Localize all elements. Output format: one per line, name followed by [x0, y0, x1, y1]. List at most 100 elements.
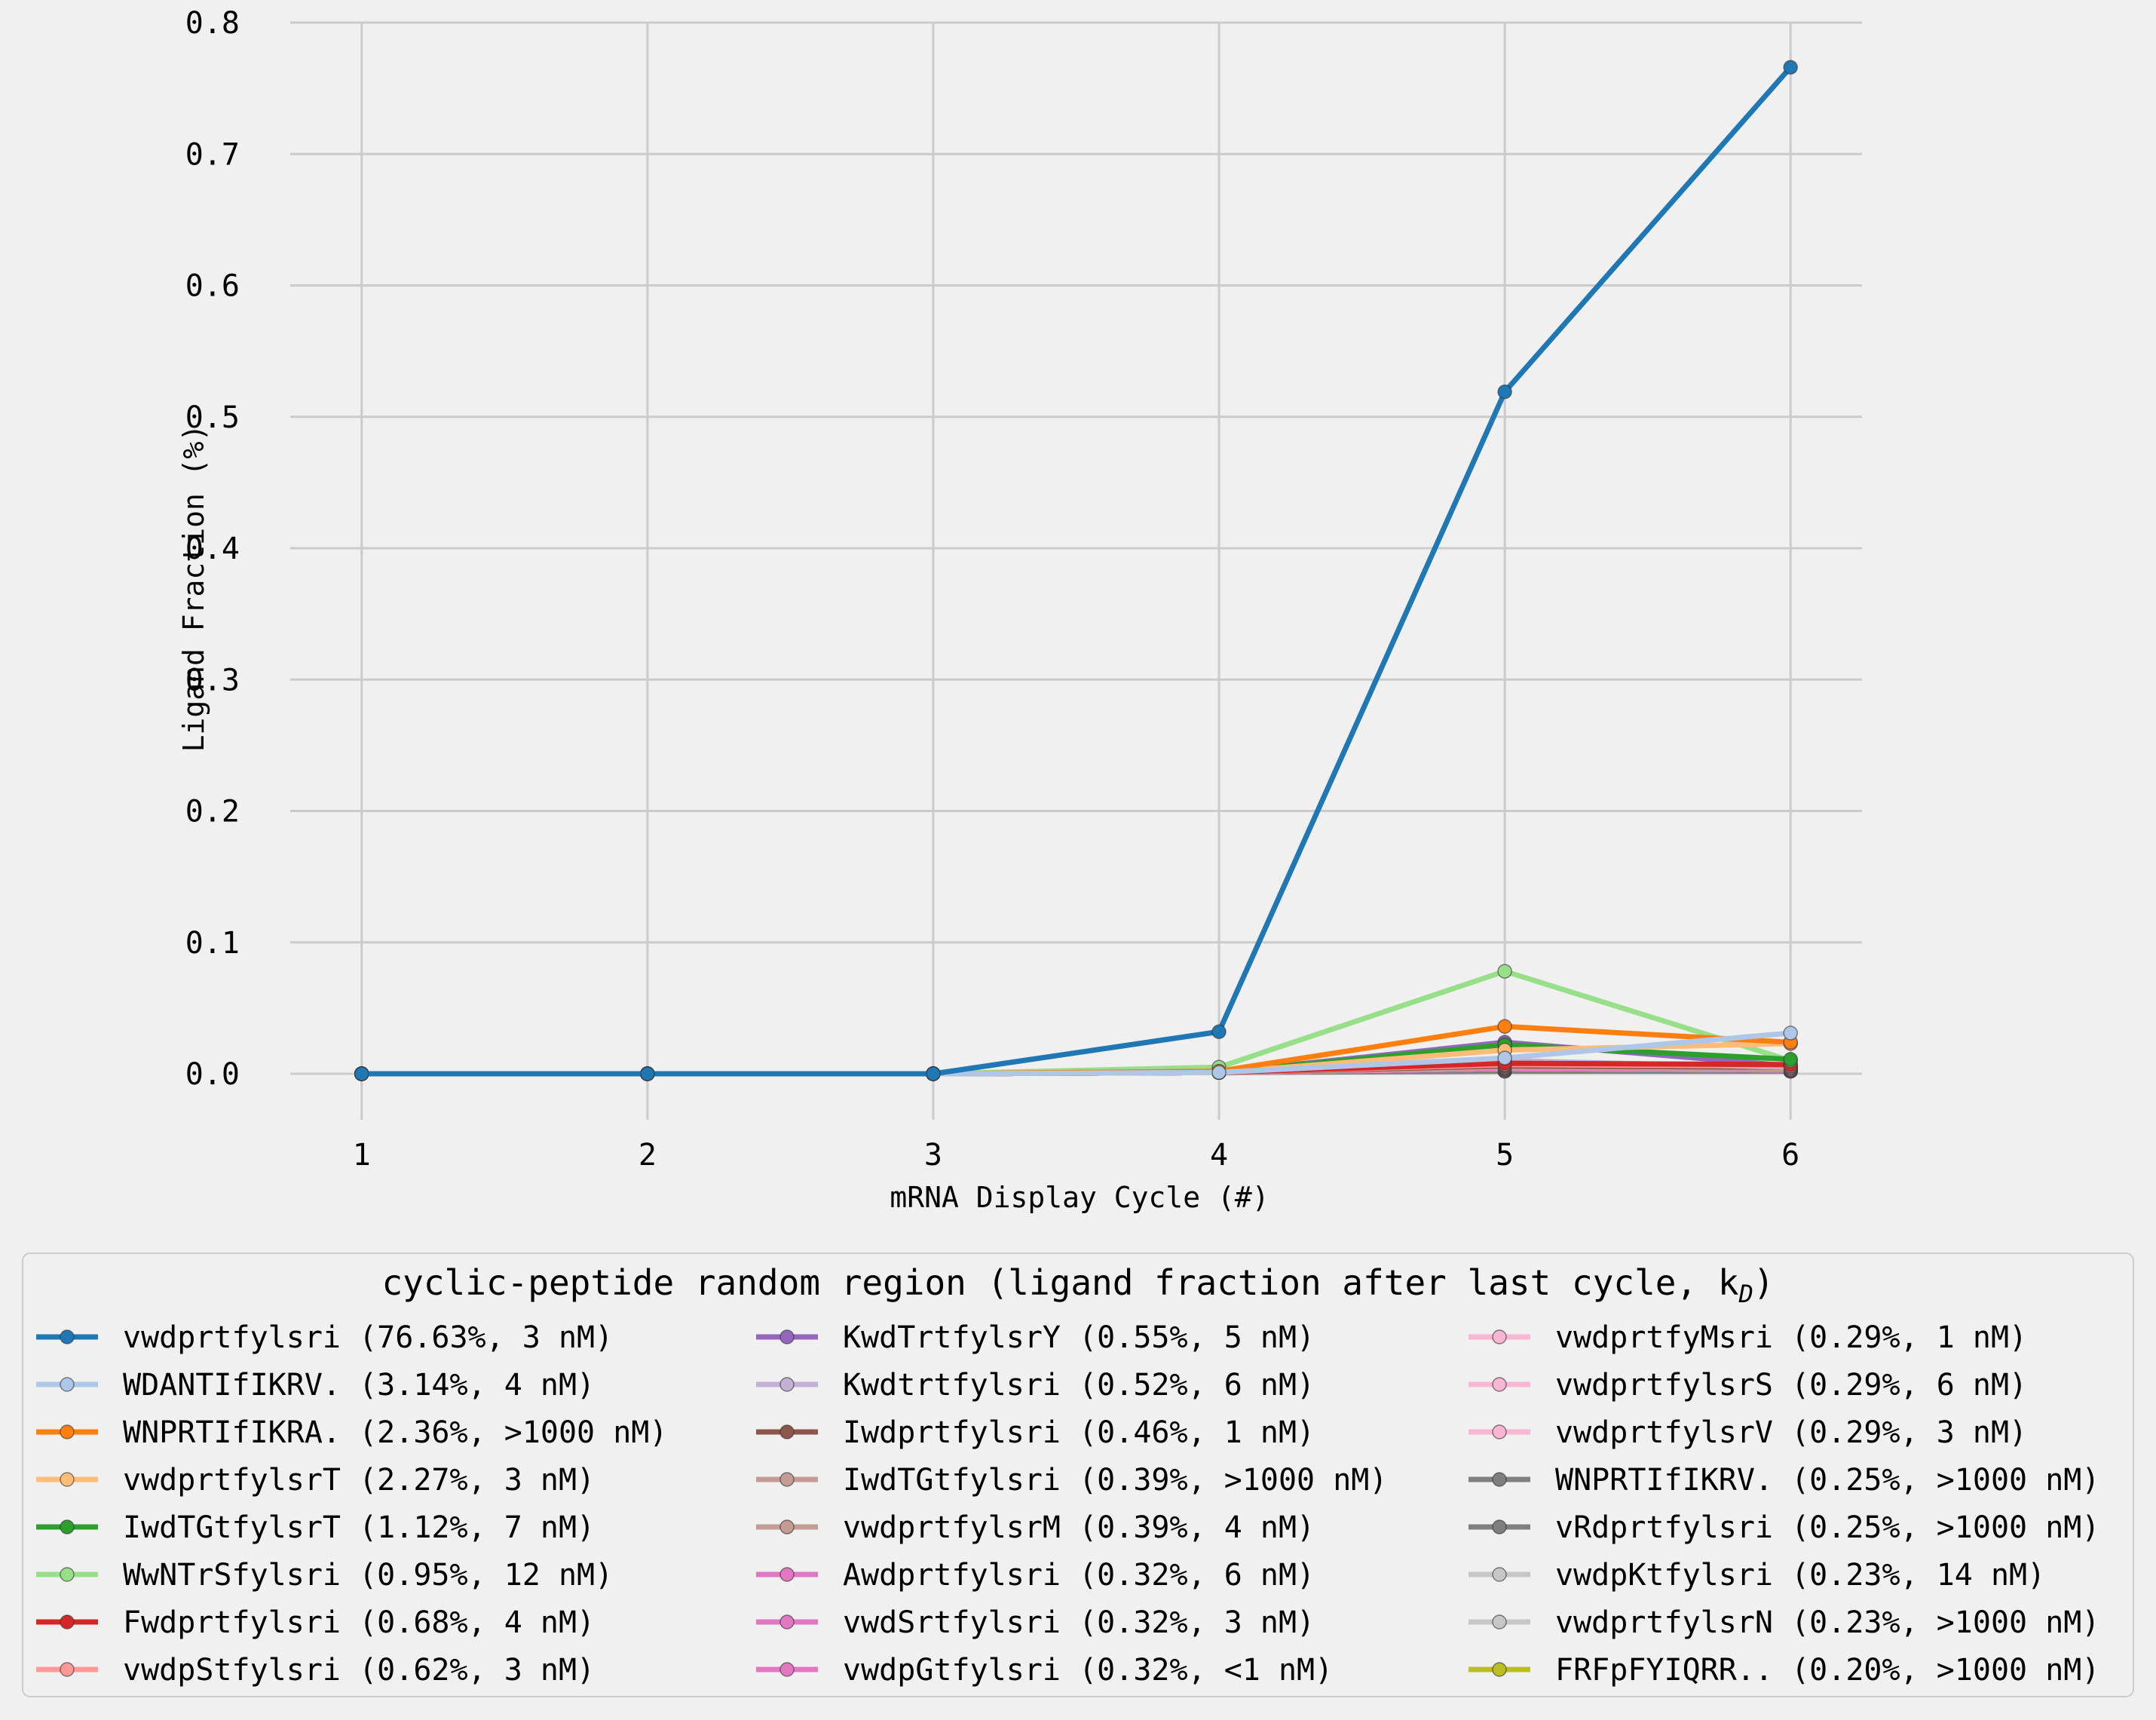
- legend-swatch-marker: [1492, 1519, 1507, 1535]
- legend-item: Fwdprtfylsri (0.68%, 4 nM): [36, 1605, 595, 1640]
- legend-item: IwdTGtfylsrT (1.12%, 7 nM): [36, 1510, 595, 1545]
- y-tick-label: 0.8: [185, 6, 240, 41]
- grid: [290, 21, 1862, 1120]
- legend-swatch-marker: [1492, 1662, 1507, 1677]
- legend-frame: [22, 1252, 2134, 1697]
- legend-label: FRFpFYIQRR.. (0.20%, >1000 nM): [1555, 1653, 2099, 1688]
- data-point: [1211, 1024, 1227, 1040]
- legend-item: Kwdtrtfylsri (0.52%, 6 nM): [756, 1368, 1315, 1403]
- y-tick-label: 0.3: [185, 663, 240, 698]
- legend-swatch-marker: [60, 1519, 75, 1535]
- legend-item: Awdprtfylsri (0.32%, 6 nM): [756, 1558, 1315, 1593]
- legend-label: vwdprtfylsri (76.63%, 3 nM): [123, 1320, 613, 1355]
- legend-swatch-marker: [1492, 1614, 1507, 1630]
- data-point: [1783, 60, 1798, 75]
- legend-label: WDANTIfIKRV. (3.14%, 4 nM): [123, 1368, 595, 1403]
- legend-item: vwdprtfylsri (76.63%, 3 nM): [36, 1320, 613, 1355]
- legend-item: vRdprtfylsri (0.25%, >1000 nM): [1468, 1510, 2099, 1545]
- legend-label: vwdpStfylsri (0.62%, 3 nM): [123, 1653, 595, 1688]
- series-layer: [354, 60, 1798, 1081]
- legend-items: vwdprtfylsri (76.63%, 3 nM) WDANTIfIKRV. …: [36, 1320, 2099, 1688]
- x-tick-labels: 1 2 3 4 5 6: [353, 1138, 1800, 1173]
- legend-title-main: cyclic-peptide random region (ligand fra…: [381, 1262, 1738, 1303]
- legend-swatch-marker: [779, 1424, 795, 1439]
- legend-item: vwdpGtfylsri (0.32%, <1 nM): [756, 1653, 1333, 1688]
- legend-item: WNPRTIfIKRV. (0.25%, >1000 nM): [1468, 1463, 2099, 1498]
- legend-label: WNPRTIfIKRA. (2.36%, >1000 nM): [123, 1415, 667, 1450]
- x-tick-label: 3: [924, 1138, 942, 1173]
- legend-item: WwNTrSfylsri (0.95%, 12 nM): [36, 1558, 613, 1593]
- legend-item: Iwdprtfylsri (0.46%, 1 nM): [756, 1415, 1315, 1450]
- legend-swatch-marker: [1492, 1472, 1507, 1487]
- legend-swatch-marker: [779, 1614, 795, 1630]
- data-point: [1497, 1050, 1512, 1065]
- legend-item: WNPRTIfIKRA. (2.36%, >1000 nM): [36, 1415, 667, 1450]
- legend-swatch-marker: [779, 1472, 795, 1487]
- x-tick-label: 4: [1210, 1138, 1228, 1173]
- legend-swatch-marker: [779, 1329, 795, 1344]
- legend-swatch-marker: [60, 1614, 75, 1630]
- x-tick-label: 5: [1496, 1138, 1514, 1173]
- series-1: [354, 60, 1798, 1081]
- y-tick-label: 0.0: [185, 1057, 240, 1092]
- data-point: [1497, 384, 1512, 400]
- y-tick-label: 0.4: [185, 532, 240, 566]
- legend-swatch-marker: [779, 1377, 795, 1392]
- legend-title-subscript: D: [1738, 1280, 1753, 1308]
- legend-label: Kwdtrtfylsri (0.52%, 6 nM): [843, 1368, 1315, 1403]
- data-point: [1211, 1065, 1227, 1081]
- legend-swatch-marker: [60, 1662, 75, 1677]
- series-line: [359, 64, 1793, 1077]
- x-tick-label: 6: [1781, 1138, 1799, 1173]
- legend-label: vwdprtfylsrS (0.29%, 6 nM): [1555, 1368, 2027, 1403]
- legend-label: vwdpGtfylsri (0.32%, <1 nM): [843, 1653, 1333, 1688]
- y-axis-label: Ligand Fraction (%): [177, 425, 210, 753]
- legend-title: cyclic-peptide random region (ligand fra…: [381, 1262, 1774, 1308]
- legend-item: vwdprtfylsrM (0.39%, 4 nM): [756, 1510, 1315, 1545]
- legend-label: IwdTGtfylsri (0.39%, >1000 nM): [843, 1463, 1387, 1498]
- legend-item: vwdprtfyMsri (0.29%, 1 nM): [1468, 1320, 2027, 1355]
- legend-item: vwdpStfylsri (0.62%, 3 nM): [36, 1653, 595, 1688]
- y-tick-label: 0.5: [185, 400, 240, 435]
- legend-label: vwdprtfyMsri (0.29%, 1 nM): [1555, 1320, 2027, 1355]
- legend-label: vwdprtfylsrV (0.29%, 3 nM): [1555, 1415, 2027, 1450]
- legend-item: vwdprtfylsrV (0.29%, 3 nM): [1468, 1415, 2027, 1450]
- legend-swatch-marker: [1492, 1377, 1507, 1392]
- legend-label: vwdprtfylsrN (0.23%, >1000 nM): [1555, 1605, 2099, 1640]
- y-tick-label: 0.1: [185, 926, 240, 961]
- legend-item: WDANTIfIKRV. (3.14%, 4 nM): [36, 1368, 595, 1403]
- x-axis-label: mRNA Display Cycle (#): [890, 1181, 1269, 1214]
- legend-item: vwdpKtfylsri (0.23%, 14 nM): [1468, 1558, 2045, 1593]
- legend-swatch-marker: [779, 1519, 795, 1535]
- data-point: [1783, 1026, 1798, 1041]
- legend-label: WNPRTIfIKRV. (0.25%, >1000 nM): [1555, 1463, 2099, 1498]
- y-tick-label: 0.7: [185, 137, 240, 172]
- legend-item: KwdTrtfylsrY (0.55%, 5 nM): [756, 1320, 1315, 1355]
- legend-label: Iwdprtfylsri (0.46%, 1 nM): [843, 1415, 1315, 1450]
- legend-item: vwdprtfylsrN (0.23%, >1000 nM): [1468, 1605, 2099, 1640]
- y-tick-label: 0.2: [185, 795, 240, 829]
- legend-label: IwdTGtfylsrT (1.12%, 7 nM): [123, 1510, 595, 1545]
- legend-item: vwdprtfylsrS (0.29%, 6 nM): [1468, 1368, 2027, 1403]
- legend-swatch-marker: [60, 1424, 75, 1439]
- legend-item: IwdTGtfylsri (0.39%, >1000 nM): [756, 1463, 1387, 1498]
- legend-item: vwdprtfylsrT (2.27%, 3 nM): [36, 1463, 595, 1498]
- legend-label: vwdprtfylsrM (0.39%, 4 nM): [843, 1510, 1315, 1545]
- legend-label: Awdprtfylsri (0.32%, 6 nM): [843, 1558, 1315, 1593]
- legend-swatch-marker: [779, 1662, 795, 1677]
- legend-swatch-marker: [779, 1567, 795, 1582]
- legend-swatch-marker: [1492, 1424, 1507, 1439]
- data-point: [1783, 1052, 1798, 1067]
- data-point: [640, 1066, 655, 1081]
- data-point: [1497, 1019, 1512, 1035]
- legend-title-end: ): [1753, 1262, 1775, 1303]
- legend-swatch-marker: [60, 1329, 75, 1344]
- legend-swatch-marker: [60, 1567, 75, 1582]
- data-point: [1497, 964, 1512, 979]
- legend-swatch-marker: [60, 1472, 75, 1487]
- legend-item: FRFpFYIQRR.. (0.20%, >1000 nM): [1468, 1653, 2099, 1688]
- legend-label: vwdpKtfylsri (0.23%, 14 nM): [1555, 1558, 2045, 1593]
- data-point: [354, 1066, 369, 1081]
- legend-label: KwdTrtfylsrY (0.55%, 5 nM): [843, 1320, 1315, 1355]
